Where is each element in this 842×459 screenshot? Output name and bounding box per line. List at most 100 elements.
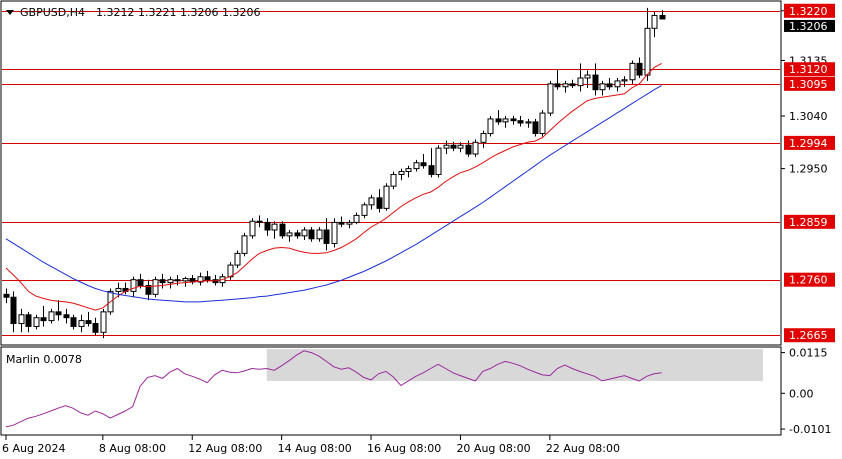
candle-body-bull bbox=[487, 118, 494, 135]
candle-body-bull bbox=[539, 112, 546, 135]
candle-body-bull bbox=[368, 197, 375, 206]
candle bbox=[592, 63, 599, 96]
x-tick-label: 22 Aug 08:00 bbox=[546, 442, 620, 455]
candle-body-bear bbox=[592, 74, 599, 91]
candle bbox=[234, 250, 241, 268]
candle bbox=[241, 232, 248, 257]
candle-body-bear bbox=[532, 121, 539, 135]
candle bbox=[539, 110, 546, 137]
candle-body-bull bbox=[577, 77, 584, 87]
candle-body-bear bbox=[495, 118, 502, 123]
candle bbox=[256, 215, 263, 228]
osc-tick-label: 0.0115 bbox=[789, 347, 828, 360]
candle-body-bull bbox=[621, 79, 628, 82]
candle-body-bear bbox=[264, 221, 271, 231]
oscillator-band-layer bbox=[266, 349, 763, 381]
x-tick-label: 12 Aug 08:00 bbox=[188, 442, 262, 455]
candle bbox=[323, 218, 330, 251]
current-price-label: 1.3206 bbox=[789, 20, 828, 33]
candle bbox=[510, 116, 517, 125]
candle-body-bull bbox=[398, 171, 405, 175]
candle bbox=[197, 272, 204, 286]
candle-body-bull bbox=[383, 185, 390, 209]
candle-body-bear bbox=[204, 276, 211, 281]
candle bbox=[368, 194, 375, 210]
candle bbox=[264, 218, 271, 236]
candle bbox=[353, 212, 360, 225]
candle-body-bear bbox=[145, 285, 152, 295]
main-pane-frame bbox=[0, 0, 782, 346]
level-label-box bbox=[784, 3, 835, 18]
candle-body-bear bbox=[659, 14, 666, 20]
candle bbox=[130, 276, 137, 298]
level-label: 1.2859 bbox=[789, 216, 828, 229]
candle bbox=[346, 220, 353, 229]
candle bbox=[517, 116, 524, 127]
candle-body-bull bbox=[249, 220, 256, 237]
candle bbox=[10, 291, 17, 333]
candle-body-bear bbox=[70, 317, 77, 327]
candle bbox=[629, 60, 636, 84]
candle-body-bull bbox=[502, 118, 509, 123]
candle-body-bear bbox=[10, 296, 17, 325]
candle-body-bull bbox=[644, 27, 651, 76]
candle-body-bull bbox=[599, 83, 606, 91]
candle-body-bull bbox=[562, 83, 569, 88]
level-label-box bbox=[784, 272, 835, 287]
candle bbox=[495, 110, 502, 125]
candle-body-bull bbox=[130, 279, 137, 292]
candle bbox=[279, 221, 286, 239]
candle-body-bear bbox=[510, 118, 517, 122]
x-tick-label: 16 Aug 08:00 bbox=[367, 442, 441, 455]
candle bbox=[502, 116, 509, 128]
candle-body-bull bbox=[353, 214, 360, 223]
candle-body-bear bbox=[85, 320, 92, 325]
level-label-box bbox=[784, 328, 835, 343]
candle-body-bull bbox=[234, 252, 241, 266]
candle-body-bear bbox=[338, 221, 345, 225]
candle bbox=[599, 80, 606, 96]
candle-body-bull bbox=[405, 168, 412, 173]
candle-body-bear bbox=[376, 197, 383, 209]
collapse-triangle-icon[interactable] bbox=[6, 10, 14, 15]
indicator-label: Marlin 0.0078 bbox=[6, 353, 82, 366]
y-tick-label: 1.2950 bbox=[789, 163, 828, 176]
candle bbox=[390, 171, 397, 190]
candle bbox=[614, 78, 621, 92]
candle bbox=[331, 218, 338, 248]
candle bbox=[525, 118, 532, 128]
level-label: 1.3220 bbox=[789, 5, 828, 18]
candle bbox=[361, 202, 368, 219]
candle bbox=[398, 168, 405, 181]
candle-body-bear bbox=[3, 293, 10, 298]
osc-tick-label: -0.0101 bbox=[789, 423, 831, 436]
candle-body-bull bbox=[480, 133, 487, 143]
candle-body-bull bbox=[286, 232, 293, 237]
candle bbox=[457, 142, 464, 153]
candle bbox=[159, 273, 166, 289]
candle-body-bull bbox=[152, 279, 159, 295]
candle-body-bull bbox=[651, 14, 658, 29]
candle-body-bull bbox=[457, 144, 464, 149]
candle bbox=[428, 148, 435, 178]
candle bbox=[338, 216, 345, 228]
candle bbox=[606, 78, 613, 90]
current-price-box bbox=[784, 19, 835, 32]
candle bbox=[294, 230, 301, 239]
candle bbox=[92, 317, 99, 336]
candle-body-bull bbox=[346, 221, 353, 225]
candle bbox=[78, 314, 85, 333]
candle bbox=[383, 183, 390, 211]
ohlc-values: 1.3212 1.3221 1.3206 1.3206 bbox=[96, 6, 260, 19]
candle-body-bear bbox=[465, 144, 472, 155]
osc-tick-label: 0.00 bbox=[789, 387, 814, 400]
x-tick-label: 6 Aug 2024 bbox=[2, 442, 65, 455]
candle-body-bull bbox=[241, 235, 248, 254]
candle bbox=[70, 314, 77, 330]
candle-body-bear bbox=[606, 83, 613, 88]
candle-body-bull bbox=[547, 83, 554, 114]
candle bbox=[152, 276, 159, 298]
candle-body-bull bbox=[390, 173, 397, 187]
